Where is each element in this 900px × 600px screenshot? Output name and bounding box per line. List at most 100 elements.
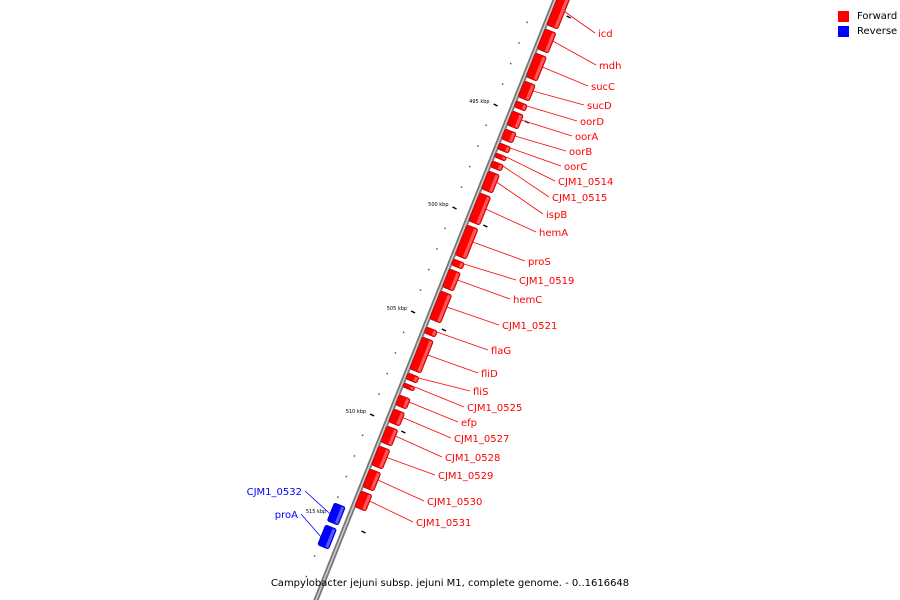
minor-tick (378, 393, 380, 395)
scale-tick-label: 505 kbp (387, 306, 407, 312)
gene-label: CJM1_0531 (416, 518, 471, 529)
minor-tick (353, 455, 356, 457)
scale-tick-label: 515 kbp (306, 509, 326, 515)
gene-label: oorD (580, 117, 604, 128)
gene-proa (317, 525, 337, 549)
gene-labels: icd mdh sucC sucD oorD oorA oorB oorC CJM1_0514 C… (247, 11, 621, 538)
gene-leader-line (502, 165, 550, 198)
gene-label: CJM1_0525 (467, 403, 522, 414)
gene-leader-line (304, 490, 331, 515)
map-caption: Campylobacter jejuni subsp. jejuni M1, c… (270, 578, 630, 589)
minor-tick (386, 372, 388, 375)
gene-label: oorB (569, 147, 592, 158)
gene-leader-line (542, 66, 589, 87)
gene-succ (526, 53, 547, 81)
minor-tick (419, 289, 422, 291)
minor-tick (313, 555, 316, 557)
gene-leader-line (564, 11, 596, 34)
scale-tick-label: 495 kbp (469, 99, 489, 105)
forward-swatch (838, 11, 849, 22)
gene-leader-line (395, 435, 443, 458)
gene-leader-line (496, 181, 544, 215)
gene-label: hemC (513, 295, 542, 306)
gene-leader-line (436, 331, 489, 351)
gene-leader-line (485, 208, 537, 233)
gene-ispb (481, 171, 500, 193)
gene-leader-line (414, 386, 465, 408)
scale-tick-label: 510 kbp (346, 409, 366, 415)
minor-tick (509, 62, 512, 65)
minor-tick (337, 496, 339, 498)
gene-leader-line (386, 457, 436, 476)
gene-hemc (442, 269, 461, 291)
gene-cjm1-0530 (362, 469, 381, 491)
strand-tick (441, 328, 447, 332)
strand-tick (361, 530, 366, 534)
gene-label: proS (528, 257, 551, 268)
gene-leader-line (369, 500, 414, 523)
minor-tick (402, 331, 405, 334)
gene-leader-line (463, 263, 517, 281)
gene-leader-line (446, 306, 500, 326)
strand-tick (400, 430, 406, 434)
minor-tick (485, 124, 487, 127)
gene-leader-line (514, 135, 567, 152)
gene-label: CJM1_0519 (519, 276, 574, 287)
gene-leader-line (472, 241, 526, 262)
gene-leader-line (532, 90, 585, 106)
gene-label: mdh (599, 61, 621, 72)
gene-label: CJM1_0514 (558, 177, 613, 188)
minor-tick (501, 83, 504, 85)
gene-label: sucC (591, 82, 615, 93)
strand-tick (483, 224, 488, 228)
gene-mdh (537, 29, 556, 53)
minor-tick (394, 352, 397, 354)
gene-label: proA (275, 510, 298, 521)
minor-tick (468, 165, 471, 168)
legend-item-forward: Forward (838, 9, 897, 24)
gene-oord (514, 101, 528, 111)
gene-label: fliD (481, 369, 498, 380)
gene-cjm1-0531 (354, 491, 372, 511)
gene-flis (405, 373, 419, 383)
gene-cjm1-0514 (494, 153, 507, 161)
gene-label: hemA (539, 228, 568, 239)
gene-label: CJM1_0529 (438, 471, 493, 482)
minor-tick (361, 434, 364, 437)
gene-cjm1-0525 (402, 383, 415, 391)
legend-label-forward: Forward (857, 11, 898, 22)
gene-icd (546, 0, 570, 29)
gene-leader-line (457, 279, 511, 300)
gene-pros (455, 225, 478, 259)
gene-features (317, 0, 570, 549)
gene-cjm1-0515 (490, 161, 504, 171)
minor-tick (518, 42, 520, 44)
gene-label: flaG (491, 346, 511, 357)
gene-flid (409, 337, 434, 373)
gene-oora (507, 111, 524, 129)
gene-leader-line (418, 377, 471, 392)
minor-tick (477, 145, 479, 147)
gene-label: efp (461, 418, 477, 429)
minor-tick (436, 248, 438, 250)
gene-leader-line (402, 417, 452, 439)
gene-cjm1-0519 (451, 259, 465, 269)
minor-tick (444, 227, 446, 230)
major-tick (410, 310, 416, 314)
gene-label: fliS (473, 387, 488, 398)
gene-cjm1-0521 (429, 291, 452, 323)
minor-tick (305, 575, 308, 578)
gene-hema (468, 193, 491, 225)
gene-cjm1-0532 (327, 503, 346, 525)
gene-cjm1-0527 (388, 409, 405, 426)
gene-label: CJM1_0528 (445, 453, 500, 464)
legend: Forward Reverse (838, 9, 897, 39)
major-tick (369, 413, 375, 417)
scale-tick-label: 500 kbp (428, 202, 448, 208)
gene-leader-line (377, 479, 425, 502)
gene-oorc (497, 143, 511, 153)
legend-item-reverse: Reverse (838, 24, 897, 39)
minor-tick (526, 21, 528, 24)
minor-tick (427, 268, 430, 271)
